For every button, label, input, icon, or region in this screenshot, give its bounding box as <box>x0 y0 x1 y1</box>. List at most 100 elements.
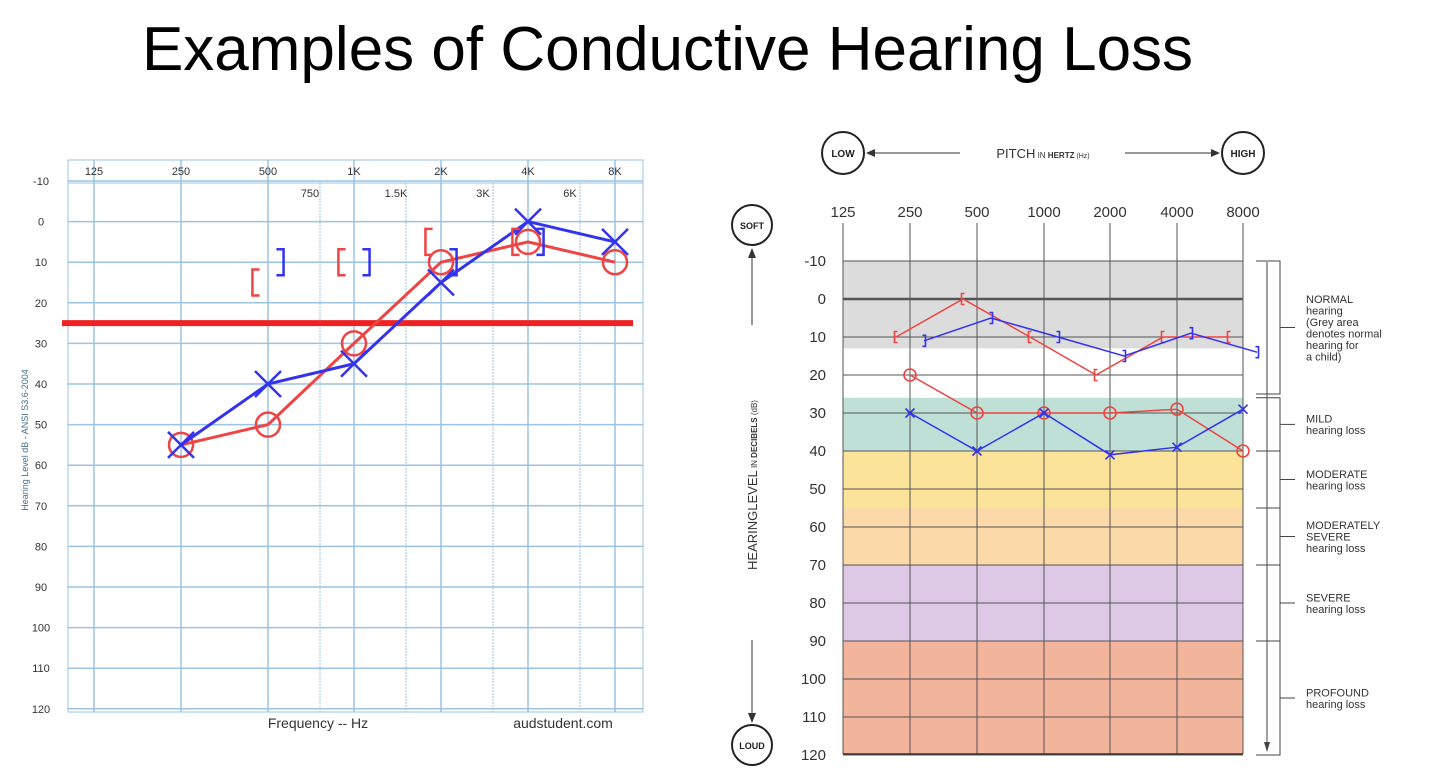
right-band <box>843 508 1243 565</box>
category-bracket <box>1256 564 1281 642</box>
loud-circle <box>731 724 773 766</box>
right-series-right-bone <box>893 292 1231 382</box>
right-y-tick-label: 100 <box>801 671 826 688</box>
pitch-label-part: IN <box>1035 151 1045 160</box>
left-series-line <box>180 219 616 447</box>
left-y-tick-label: 80 <box>35 541 47 553</box>
category-label: hearing <box>1306 305 1343 317</box>
right-y-axis-label-part: HEARINGLEVEL <box>745 470 760 570</box>
right-marker <box>1103 406 1117 420</box>
left-marker <box>601 248 629 276</box>
left-y-tick-label: 30 <box>35 338 47 350</box>
left-series-left-bone <box>276 227 545 277</box>
left-x-tick-label: 250 <box>172 166 190 178</box>
right-series-right-air <box>903 368 1250 458</box>
left-marker <box>424 227 433 257</box>
category-label: PROFOUND <box>1306 687 1369 699</box>
category-bracket <box>1256 640 1281 756</box>
right-series-left-bone <box>922 311 1260 363</box>
right-marker <box>960 292 965 306</box>
left-y-tick-label: 120 <box>32 704 50 716</box>
left-marker <box>276 247 285 277</box>
right-x-tick-label: 4000 <box>1160 204 1193 221</box>
left-x-tick-label: 2K <box>434 166 448 178</box>
right-marker <box>1226 330 1231 344</box>
left-marker <box>167 431 195 459</box>
right-marker <box>922 334 927 348</box>
category-bracket <box>1256 450 1281 509</box>
right-marker <box>1189 326 1194 340</box>
right-x-tick-label: 500 <box>964 204 989 221</box>
left-marker <box>254 411 282 438</box>
right-marker <box>1255 345 1260 359</box>
left-marker <box>340 330 368 357</box>
category-label: NORMAL <box>1306 294 1353 306</box>
category-bracket <box>1256 507 1281 566</box>
category-label: hearing loss <box>1306 480 1366 492</box>
left-series-right-bone <box>251 227 520 297</box>
pitch-low-label: LOW <box>831 149 855 160</box>
right-x-tick-label: 2000 <box>1093 204 1126 221</box>
left-marker <box>449 247 458 277</box>
category-label: hearing loss <box>1306 543 1366 555</box>
right-marker <box>1104 449 1116 460</box>
left-plot-frame <box>67 159 644 713</box>
left-y-tick-label: 10 <box>35 257 47 269</box>
left-marker <box>511 227 520 257</box>
right-y-tick-label: 90 <box>809 633 826 650</box>
left-x-tick-label-mid: 750 <box>301 188 319 200</box>
left-y-tick-label: 50 <box>35 420 47 432</box>
category-label: hearing for <box>1306 340 1359 352</box>
pitch-label-part: HERTZ <box>1046 151 1075 160</box>
right-series-line <box>909 408 1244 456</box>
left-marker <box>427 248 455 276</box>
right-y-axis-label-part: IN <box>750 460 759 470</box>
pitch-low-circle <box>821 131 865 175</box>
right-band <box>843 451 1243 508</box>
right-marker <box>1093 368 1098 382</box>
category-label: MODERATELY <box>1306 520 1381 532</box>
left-series-left-air <box>167 207 629 459</box>
right-y-tick-label: 0 <box>818 291 826 308</box>
left-y-tick-label: 100 <box>32 623 50 635</box>
right-marker <box>989 311 994 325</box>
category-label: MILD <box>1306 414 1332 426</box>
left-y-tick-label: 70 <box>35 501 47 513</box>
category-label: denotes normal <box>1306 328 1382 340</box>
soft-circle <box>731 204 773 246</box>
right-marker <box>903 368 917 382</box>
right-marker <box>1037 406 1051 420</box>
loud-label: LOUD <box>739 741 765 751</box>
right-marker <box>1038 407 1050 419</box>
left-audiogram: 125 250 500 1K 2K 4K 8K 750 1.5K 3K 6K -10 0 10 20 30 40… <box>20 159 644 731</box>
left-y-axis-label: Hearing Level dB - ANSI S3.6-2004 <box>20 369 30 511</box>
right-y-tick-label: 110 <box>802 709 826 726</box>
category-label: hearing loss <box>1306 425 1366 437</box>
pitch-high-circle <box>1221 131 1265 175</box>
right-marker <box>1236 444 1250 458</box>
left-marker <box>601 228 629 256</box>
left-x-tick-label: 4K <box>521 166 535 178</box>
right-series-line <box>895 298 1229 376</box>
left-y-tick-label: 90 <box>35 582 47 594</box>
left-marker <box>167 431 195 459</box>
left-y-tick-label: -10 <box>33 176 49 188</box>
pitch-label-part: (Hz) <box>1074 153 1089 160</box>
left-marker <box>536 227 545 257</box>
right-y-tick-label: -10 <box>804 253 826 270</box>
right-x-tick-label: 250 <box>897 204 922 221</box>
left-marker <box>337 247 346 277</box>
left-x-tick-label-mid: 1.5K <box>385 188 408 200</box>
left-x-axis-label: Frequency -- Hz <box>268 715 368 731</box>
right-marker <box>893 330 898 344</box>
right-marker <box>970 406 984 420</box>
right-x-tick-label: 1000 <box>1027 204 1060 221</box>
right-marker <box>1237 404 1249 415</box>
category-label: hearing loss <box>1306 699 1366 711</box>
right-y-axis-label: HEARINGLEVEL IN DECIBELS (dB) <box>745 400 760 570</box>
